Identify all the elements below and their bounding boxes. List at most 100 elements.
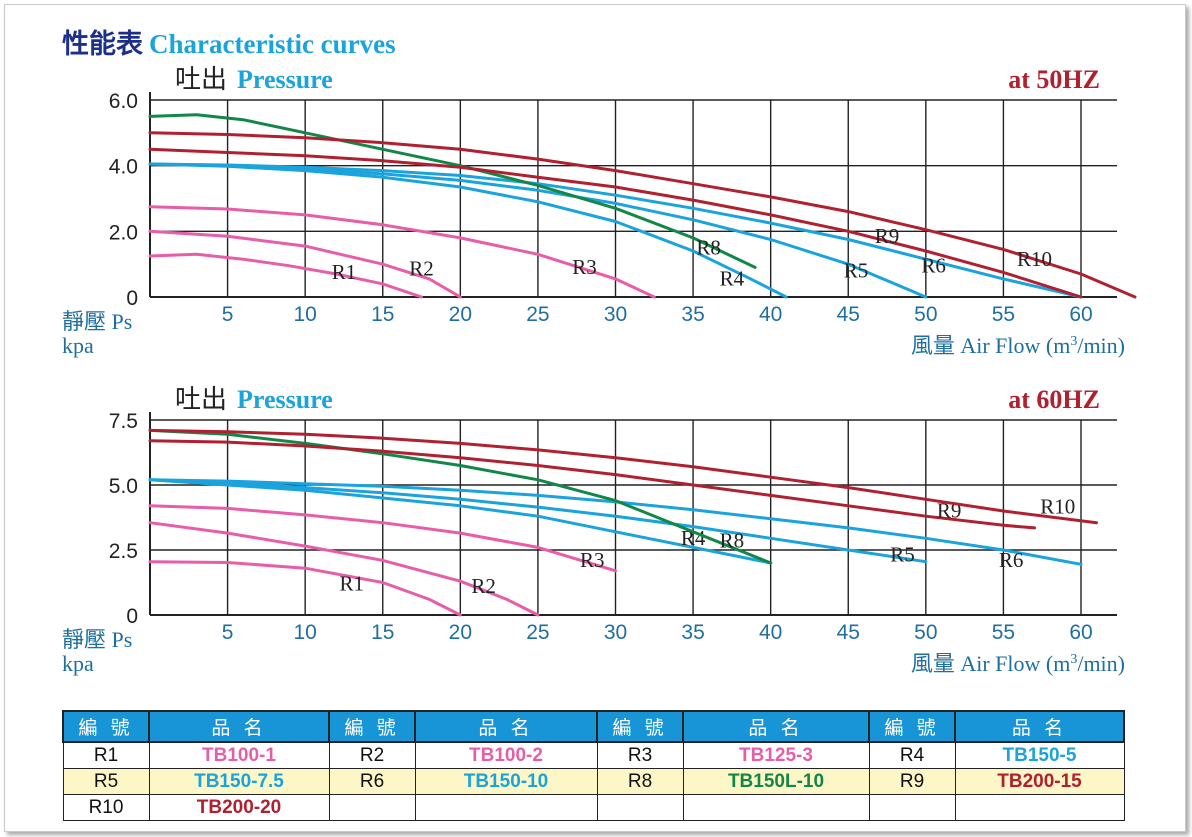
y-tick-label: 0 <box>126 287 138 310</box>
curve-label-r6: R6 <box>921 253 946 277</box>
pressure-label-en: Pressure <box>237 65 333 94</box>
curve-r10 <box>148 428 1098 525</box>
legend-code: R6 <box>328 768 416 795</box>
legend-model-name: TB200-15 <box>954 768 1125 795</box>
header-name: 品 名 <box>682 710 870 743</box>
y-axis-unit: kpa <box>62 333 94 358</box>
curve-label-r2: R2 <box>409 257 434 281</box>
x-tick-label: 50 <box>914 303 937 326</box>
curve-r9 <box>148 147 1083 299</box>
curve-r10 <box>148 131 1137 299</box>
x-axis-title: 風量 Air Flow (m3/min) <box>911 333 1125 358</box>
legend-code: R3 <box>596 741 684 769</box>
legend-model-name: TB150-5 <box>954 741 1125 769</box>
legend-code <box>868 794 956 821</box>
legend-model-name <box>682 794 870 821</box>
curve-label-r10: R10 <box>1017 247 1052 271</box>
page-frame <box>4 4 1186 832</box>
curve-r2 <box>148 229 462 299</box>
curve-r9 <box>148 439 1036 530</box>
chart-50hz: 0 2.0 4.0 6.0 5 10 15 20 25 30 35 40 45 50 55 60 R1 R2 R3 R… <box>62 65 1137 358</box>
y-axis-title: 靜壓 Ps <box>62 309 132 334</box>
legend-model-name: TB100-2 <box>414 741 598 769</box>
x-tick-label: 40 <box>759 621 782 644</box>
title-en: Characteristic curves <box>149 29 396 59</box>
x-axis-title: 風量 Air Flow (m3/min) <box>911 651 1125 676</box>
x-tick-label: 10 <box>293 303 316 326</box>
pressure-label-en: Pressure <box>237 385 333 414</box>
pressure-label-zh: 吐出 <box>175 65 227 94</box>
frequency-label: at 60HZ <box>1008 385 1100 414</box>
x-axis-title-end: /min) <box>1077 651 1125 676</box>
y-tick-label: 4.0 <box>109 156 138 179</box>
curve-r2 <box>148 521 540 617</box>
curve-label-r2: R2 <box>471 574 496 598</box>
model-legend-table: 編 號 品 名 編 號 品 名 編 號 品 名 編 號 品 名 R1 TB100-… <box>62 710 1125 821</box>
x-tick-label: 45 <box>837 621 860 644</box>
legend-row: R1 TB100-1 R2 TB100-2 R3 TB125-3 R4 TB150-5 <box>62 741 1125 769</box>
page-title: 性能表 Characteristic curves <box>62 22 396 61</box>
curve-label-r1: R1 <box>339 571 364 595</box>
x-axis-title-zh: 風量 <box>911 651 961 676</box>
legend-model-name: TB150L-10 <box>682 768 870 795</box>
x-tick-label: 60 <box>1069 621 1092 644</box>
x-axis-title-sup: 3 <box>1070 334 1077 349</box>
x-tick-label: 15 <box>371 303 394 326</box>
chart-60hz: 0 2.5 5.0 7.5 5 10 15 20 25 30 35 40 45 50 55 60 R1 R2 R3 R… <box>62 385 1125 676</box>
header-code: 編 號 <box>328 710 416 743</box>
header-name: 品 名 <box>954 710 1125 743</box>
curve-label-r4: R4 <box>720 267 745 291</box>
legend-code: R4 <box>868 741 956 769</box>
frequency-label: at 50HZ <box>1008 65 1100 94</box>
x-tick-label: 20 <box>449 621 472 644</box>
curve-r8 <box>148 428 773 565</box>
curve-label-r9: R9 <box>875 224 900 248</box>
curve-label-r3: R3 <box>572 255 597 279</box>
x-axis-title-en: Air Flow (m <box>960 651 1070 676</box>
legend-model-name: TB125-3 <box>682 741 870 769</box>
legend-model-name: TB150-10 <box>414 768 598 795</box>
x-tick-label: 55 <box>992 621 1015 644</box>
legend-code: R8 <box>596 768 684 795</box>
y-tick-label: 5.0 <box>109 475 138 498</box>
curve-r1 <box>148 560 462 617</box>
legend-code: R9 <box>868 768 956 795</box>
y-tick-label: 2.5 <box>109 540 138 563</box>
header-code: 編 號 <box>62 710 150 743</box>
legend-model-name: TB200-20 <box>148 794 330 821</box>
x-axis-title-en: Air Flow (m <box>960 333 1070 358</box>
x-tick-label: 30 <box>604 303 627 326</box>
y-tick-label: 2.0 <box>109 221 138 244</box>
header-name: 品 名 <box>414 710 598 743</box>
legend-row: R5 TB150-7.5 R6 TB150-10 R8 TB150L-10 R9 TB200-… <box>62 768 1125 795</box>
y-tick-label: 7.5 <box>109 410 138 433</box>
curve-label-r8: R8 <box>720 528 745 552</box>
x-tick-label: 55 <box>992 303 1015 326</box>
curve-label-r5: R5 <box>890 543 915 567</box>
curve-r1 <box>148 252 423 299</box>
curve-r3 <box>148 205 656 299</box>
pressure-label-zh: 吐出 <box>175 385 227 414</box>
curve-r3 <box>148 504 617 573</box>
curve-label-r10: R10 <box>1040 495 1075 519</box>
legend-code: R5 <box>62 768 150 795</box>
curve-r8 <box>148 113 757 269</box>
legend-model-name <box>414 794 598 821</box>
legend-model-name <box>954 794 1125 821</box>
legend-code: R1 <box>62 741 150 769</box>
curve-label-r6: R6 <box>999 548 1024 572</box>
legend-model-name: TB100-1 <box>148 741 330 769</box>
legend-code: R2 <box>328 741 416 769</box>
x-tick-label: 45 <box>837 303 860 326</box>
header-code: 編 號 <box>868 710 956 743</box>
legend-code <box>596 794 684 821</box>
curve-label-r5: R5 <box>844 258 869 282</box>
curve-r6 <box>148 162 1083 299</box>
x-tick-label: 10 <box>293 621 316 644</box>
x-tick-label: 5 <box>222 621 234 644</box>
curve-label-r3: R3 <box>580 548 605 572</box>
curve-label-r8: R8 <box>696 235 721 259</box>
pressure-label: 吐出 Pressure <box>175 385 333 414</box>
legend-header-row: 編 號 品 名 編 號 品 名 編 號 品 名 編 號 品 名 <box>62 710 1125 743</box>
